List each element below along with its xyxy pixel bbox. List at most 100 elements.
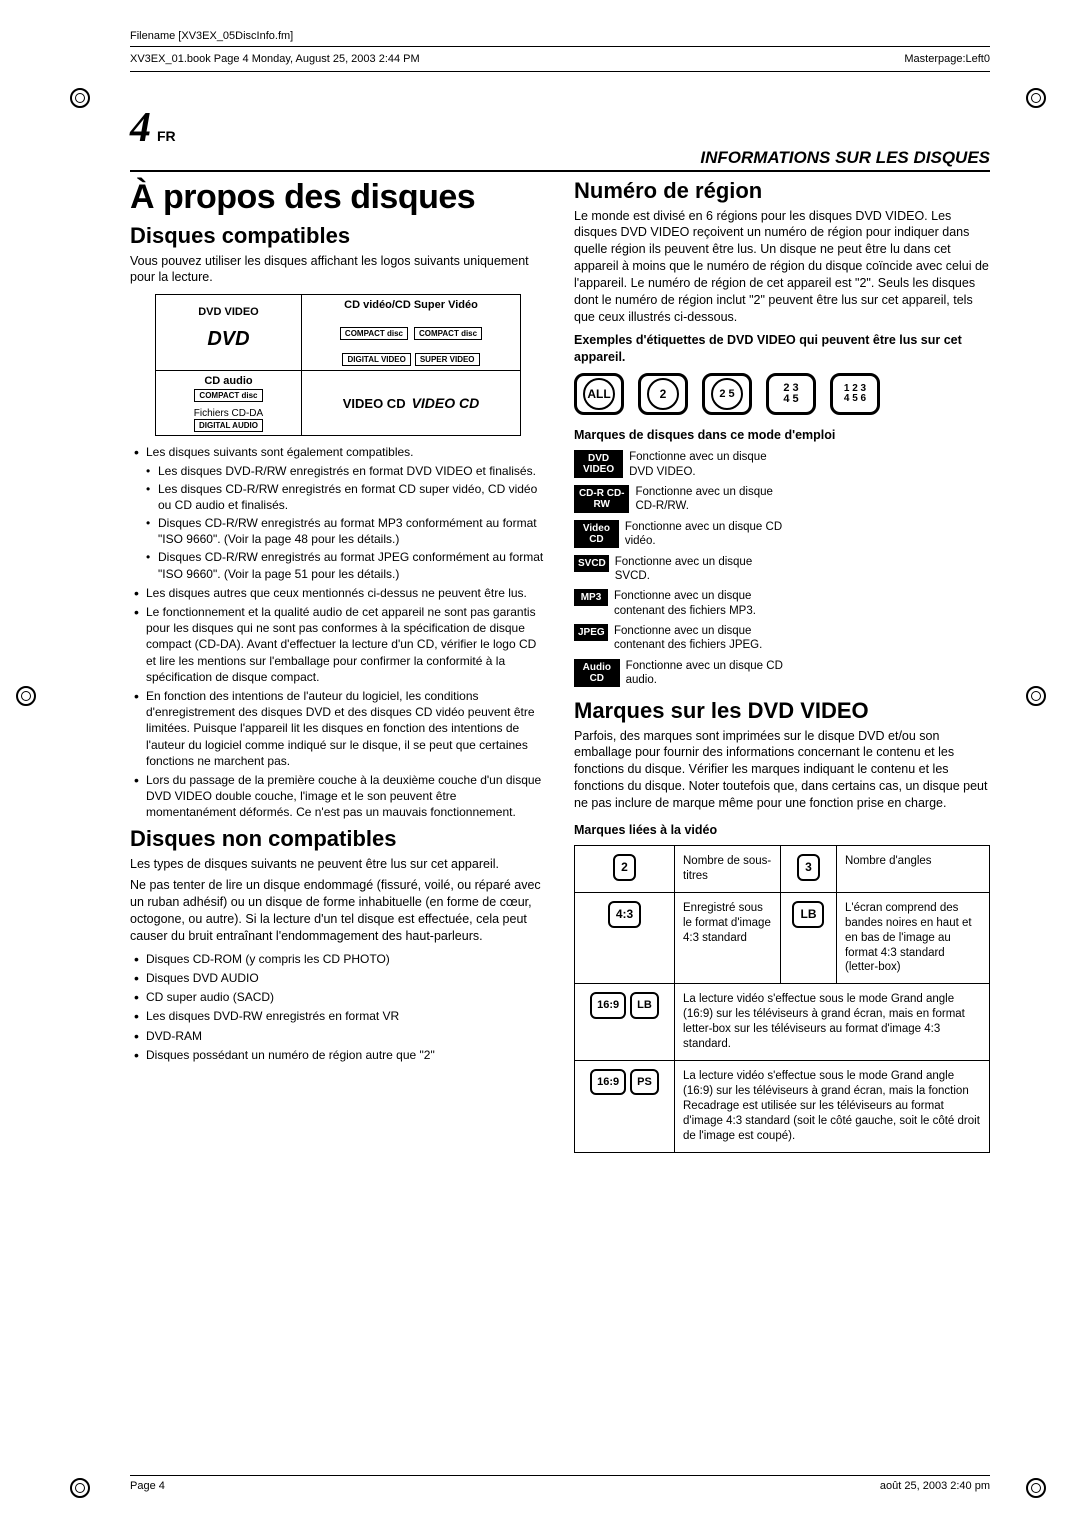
bullet-item: En fonction des intentions de l'auteur d… — [134, 688, 546, 769]
disc-mark-text: Fonctionne avec un disque SVCD. — [615, 555, 784, 584]
section-title: INFORMATIONS SUR LES DISQUES — [130, 148, 990, 172]
vt-icon: 16:9 — [590, 992, 626, 1018]
region-icons-row: ALL 2 2 5 2 3 4 5 1 2 3 4 5 6 — [574, 373, 990, 415]
digital-video-label: DIGITAL VIDEO — [342, 353, 410, 366]
region-icon-2345: 2 3 4 5 — [766, 373, 816, 415]
region-icon-25: 2 5 — [702, 373, 752, 415]
disc-badge: SVCD — [574, 555, 609, 572]
noncompat-p2: Ne pas tenter de lire un disque endommag… — [130, 877, 546, 945]
super-video-label: SUPER VIDEO — [415, 353, 480, 366]
region-paragraph: Le monde est divisé en 6 régions pour le… — [574, 208, 990, 326]
sub-bullet: Les disques DVD-R/RW enregistrés en form… — [146, 463, 546, 479]
vt-icon: 3 — [797, 854, 820, 882]
list-item: Disques CD-ROM (y compris les CD PHOTO) — [134, 951, 546, 967]
book-line-left: XV3EX_01.book Page 4 Monday, August 25, … — [130, 53, 420, 65]
video-cd-logo-icon: VIDEO CD VIDEO CD — [308, 381, 514, 425]
disc-badge: Audio CD — [574, 659, 620, 687]
region-icon-2: 2 — [638, 373, 688, 415]
cd-audio-logo-icon: COMPACT disc Fichiers CD-DA — [162, 389, 295, 419]
dvd-marks-paragraph: Parfois, des marques sont imprimées sur … — [574, 728, 990, 812]
disc-badge: Video CD — [574, 520, 619, 548]
vt-cell: L'écran comprend des bandes noires en ha… — [836, 892, 989, 984]
disc-mark-item: Video CD Fonctionne avec un disque CD vi… — [574, 520, 784, 549]
video-cd-label: VIDEO CD — [343, 396, 406, 411]
vt-icon: LB — [792, 901, 824, 929]
disc-mark-text: Fonctionne avec un disque contenant des … — [614, 589, 784, 618]
region-heading: Numéro de région — [574, 178, 990, 204]
dvd-marks-heading: Marques sur les DVD VIDEO — [574, 698, 990, 724]
disc-mark-text: Fonctionne avec un disque CD vidéo. — [625, 520, 784, 549]
footer-left: Page 4 — [130, 1480, 165, 1492]
disc-mark-item: SVCD Fonctionne avec un disque SVCD. — [574, 555, 784, 584]
dvd-logo-icon: DVD — [162, 320, 295, 360]
disc-mark-item: DVD VIDEO Fonctionne avec un disque DVD … — [574, 450, 784, 479]
bullet-text: Les disques suivants sont également comp… — [146, 445, 414, 459]
sub-bullet: Disques CD-R/RW enregistrés au format JP… — [146, 549, 546, 581]
vt-icon: PS — [630, 1069, 659, 1095]
disc-marks-grid: DVD VIDEO Fonctionne avec un disque DVD … — [574, 450, 990, 687]
digital-audio-label: DIGITAL AUDIO — [194, 419, 263, 432]
cd-audio-sub: Fichiers CD-DA — [194, 408, 263, 419]
vt-icon: 2 — [613, 854, 636, 882]
disc-badge: JPEG — [574, 624, 608, 641]
list-item: Disques possédant un numéro de région au… — [134, 1047, 546, 1063]
cell-cd-video: CD vidéo/CD Super Vidéo — [308, 299, 514, 311]
vt-icon: 4:3 — [608, 901, 641, 929]
main-title: À propos des disques — [130, 178, 546, 217]
region-icon-label: 1 2 3 4 5 6 — [844, 384, 866, 404]
compat-logo-table: DVD VIDEO DVD CD vidéo/CD Super Vidéo CO… — [155, 294, 521, 436]
left-column: À propos des disques Disques compatibles… — [130, 178, 546, 1153]
crop-mark — [16, 686, 36, 706]
crop-mark — [70, 1478, 90, 1498]
vt-cell: La lecture vidéo s'effectue sous le mode… — [675, 984, 990, 1061]
disc-mark-text: Fonctionne avec un disque CD audio. — [626, 659, 784, 688]
region-icon-label: 2 3 4 5 — [783, 383, 798, 405]
bullet-item: Les disques suivants sont également comp… — [134, 444, 546, 582]
region-icon-label: ALL — [583, 378, 615, 410]
region-icon-label: 2 — [647, 378, 679, 410]
filename-text: Filename [XV3EX_05DiscInfo.fm] — [130, 30, 990, 42]
compat-heading: Disques compatibles — [130, 223, 546, 249]
disc-mark-text: Fonctionne avec un disque contenant des … — [614, 624, 784, 653]
disc-badge: DVD VIDEO — [574, 450, 623, 478]
compat-bullet-list: Les disques suivants sont également comp… — [134, 444, 546, 820]
footer-bar: Page 4 août 25, 2003 2:40 pm — [130, 1475, 990, 1492]
book-header-bar: XV3EX_01.book Page 4 Monday, August 25, … — [130, 46, 990, 72]
crop-mark — [1026, 686, 1046, 706]
list-item: CD super audio (SACD) — [134, 989, 546, 1005]
region-icon-label: 2 5 — [711, 378, 743, 410]
bullet-item: Lors du passage de la première couche à … — [134, 772, 546, 821]
crop-mark — [1026, 88, 1046, 108]
disc-mark-text: Fonctionne avec un disque DVD VIDEO. — [629, 450, 784, 479]
noncompat-p1: Les types de disques suivants ne peuvent… — [130, 856, 546, 873]
vt-icon: LB — [630, 992, 659, 1018]
video-marks-heading: Marques liées à la vidéo — [574, 822, 990, 839]
disc-mark-item: MP3 Fonctionne avec un disque contenant … — [574, 589, 784, 618]
bullet-item: Le fonctionnement et la qualité audio de… — [134, 604, 546, 685]
region-example-label: Exemples d'étiquettes de DVD VIDEO qui p… — [574, 332, 990, 366]
page-number-block: 4 FR — [130, 112, 176, 146]
crop-mark — [1026, 1478, 1046, 1498]
cell-cd-audio: CD audio — [162, 375, 295, 387]
disc-mark-item: CD-R CD-RW Fonctionne avec un disque CD-… — [574, 485, 784, 514]
list-item: Disques DVD AUDIO — [134, 970, 546, 986]
list-item: Les disques DVD-RW enregistrés en format… — [134, 1008, 546, 1024]
vt-cell: Nombre de sous-titres — [675, 845, 781, 892]
region-icon-123456: 1 2 3 4 5 6 — [830, 373, 880, 415]
compat-intro: Vous pouvez utiliser les disques afficha… — [130, 253, 546, 287]
marks-heading: Marques de disques dans ce mode d'emploi — [574, 427, 990, 444]
video-marks-table: 2 Nombre de sous-titres 3 Nombre d'angle… — [574, 845, 990, 1153]
disc-badge: MP3 — [574, 589, 608, 606]
disc-badge: CD-R CD-RW — [574, 485, 629, 513]
compact-disc-logo-icon: COMPACT discCOMPACT disc — [308, 313, 514, 353]
noncompat-list: Disques CD-ROM (y compris les CD PHOTO) … — [134, 951, 546, 1063]
vt-cell: Enregistré sous le format d'image 4:3 st… — [675, 892, 781, 984]
book-line-right: Masterpage:Left0 — [904, 53, 990, 65]
disc-mark-item: JPEG Fonctionne avec un disque contenant… — [574, 624, 784, 653]
footer-right: août 25, 2003 2:40 pm — [880, 1480, 990, 1492]
page-number: 4 — [130, 112, 151, 146]
cell-dvd-video: DVD VIDEO — [162, 306, 295, 318]
disc-mark-item: Audio CD Fonctionne avec un disque CD au… — [574, 659, 784, 688]
sub-bullet: Les disques CD-R/RW enregistrés en forma… — [146, 481, 546, 513]
list-item: DVD-RAM — [134, 1028, 546, 1044]
